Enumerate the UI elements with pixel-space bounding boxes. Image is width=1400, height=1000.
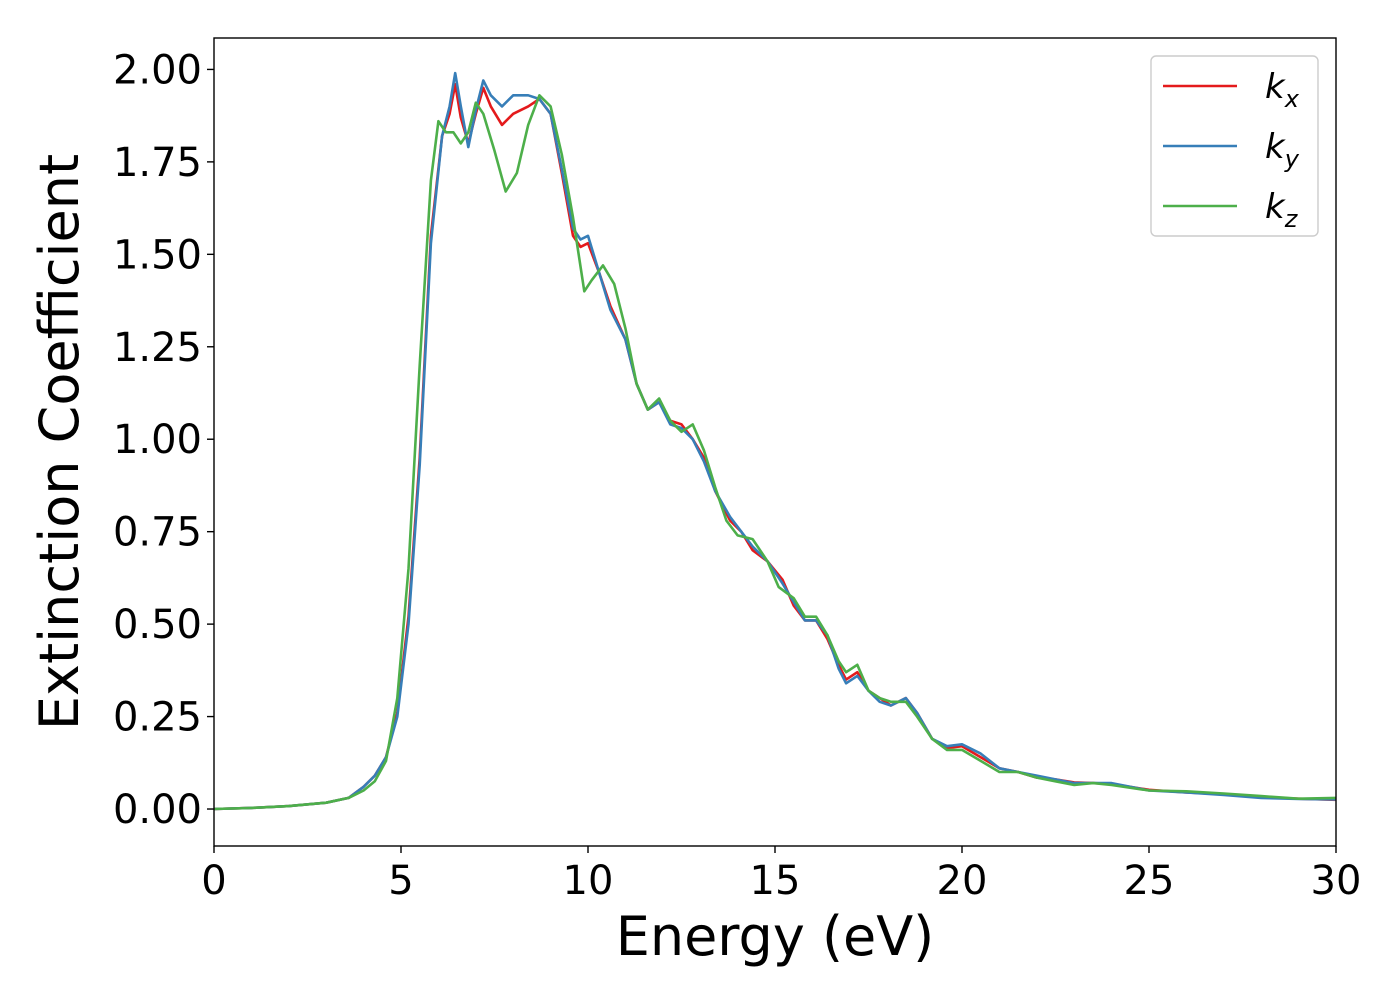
y-tick-label: 1.50	[113, 232, 202, 278]
x-axis-title: Energy (eV)	[616, 905, 935, 968]
legend: kx ky kz	[1150, 55, 1319, 237]
series-line-y	[214, 71, 1336, 811]
x-tick-label: 0	[201, 858, 226, 904]
x-tick-label: 10	[563, 858, 614, 904]
series-line-z	[214, 94, 1336, 811]
x-tick-label: 20	[937, 858, 988, 904]
y-tick-label: 2.00	[113, 47, 202, 93]
y-axis-title: Extinction Coefficient	[28, 154, 91, 730]
legend-label-x: kx	[1265, 67, 1300, 113]
x-tick-label: 15	[750, 858, 801, 904]
x-tick-label: 25	[1124, 858, 1175, 904]
x-tick-label: 5	[388, 858, 413, 904]
y-tick-label: 0.50	[113, 602, 202, 648]
legend-label-y: ky	[1265, 127, 1300, 173]
legend-label-z: kz	[1265, 187, 1299, 233]
y-tick-label: 0.75	[113, 510, 202, 556]
y-tick-label: 0.25	[113, 695, 202, 741]
x-tick-label: 30	[1311, 858, 1362, 904]
y-axis: 0.00 0.25 0.50 0.75 1.00 1.25 1.50 1.75 2.00	[113, 47, 214, 833]
series-layer	[214, 71, 1336, 811]
y-tick-label: 1.00	[113, 417, 202, 463]
x-axis: 0 5 10 15 20 25 30	[201, 846, 1361, 904]
y-tick-label: 1.25	[113, 325, 202, 371]
y-tick-label: 0.00	[113, 787, 202, 833]
y-tick-label: 1.75	[113, 140, 202, 186]
